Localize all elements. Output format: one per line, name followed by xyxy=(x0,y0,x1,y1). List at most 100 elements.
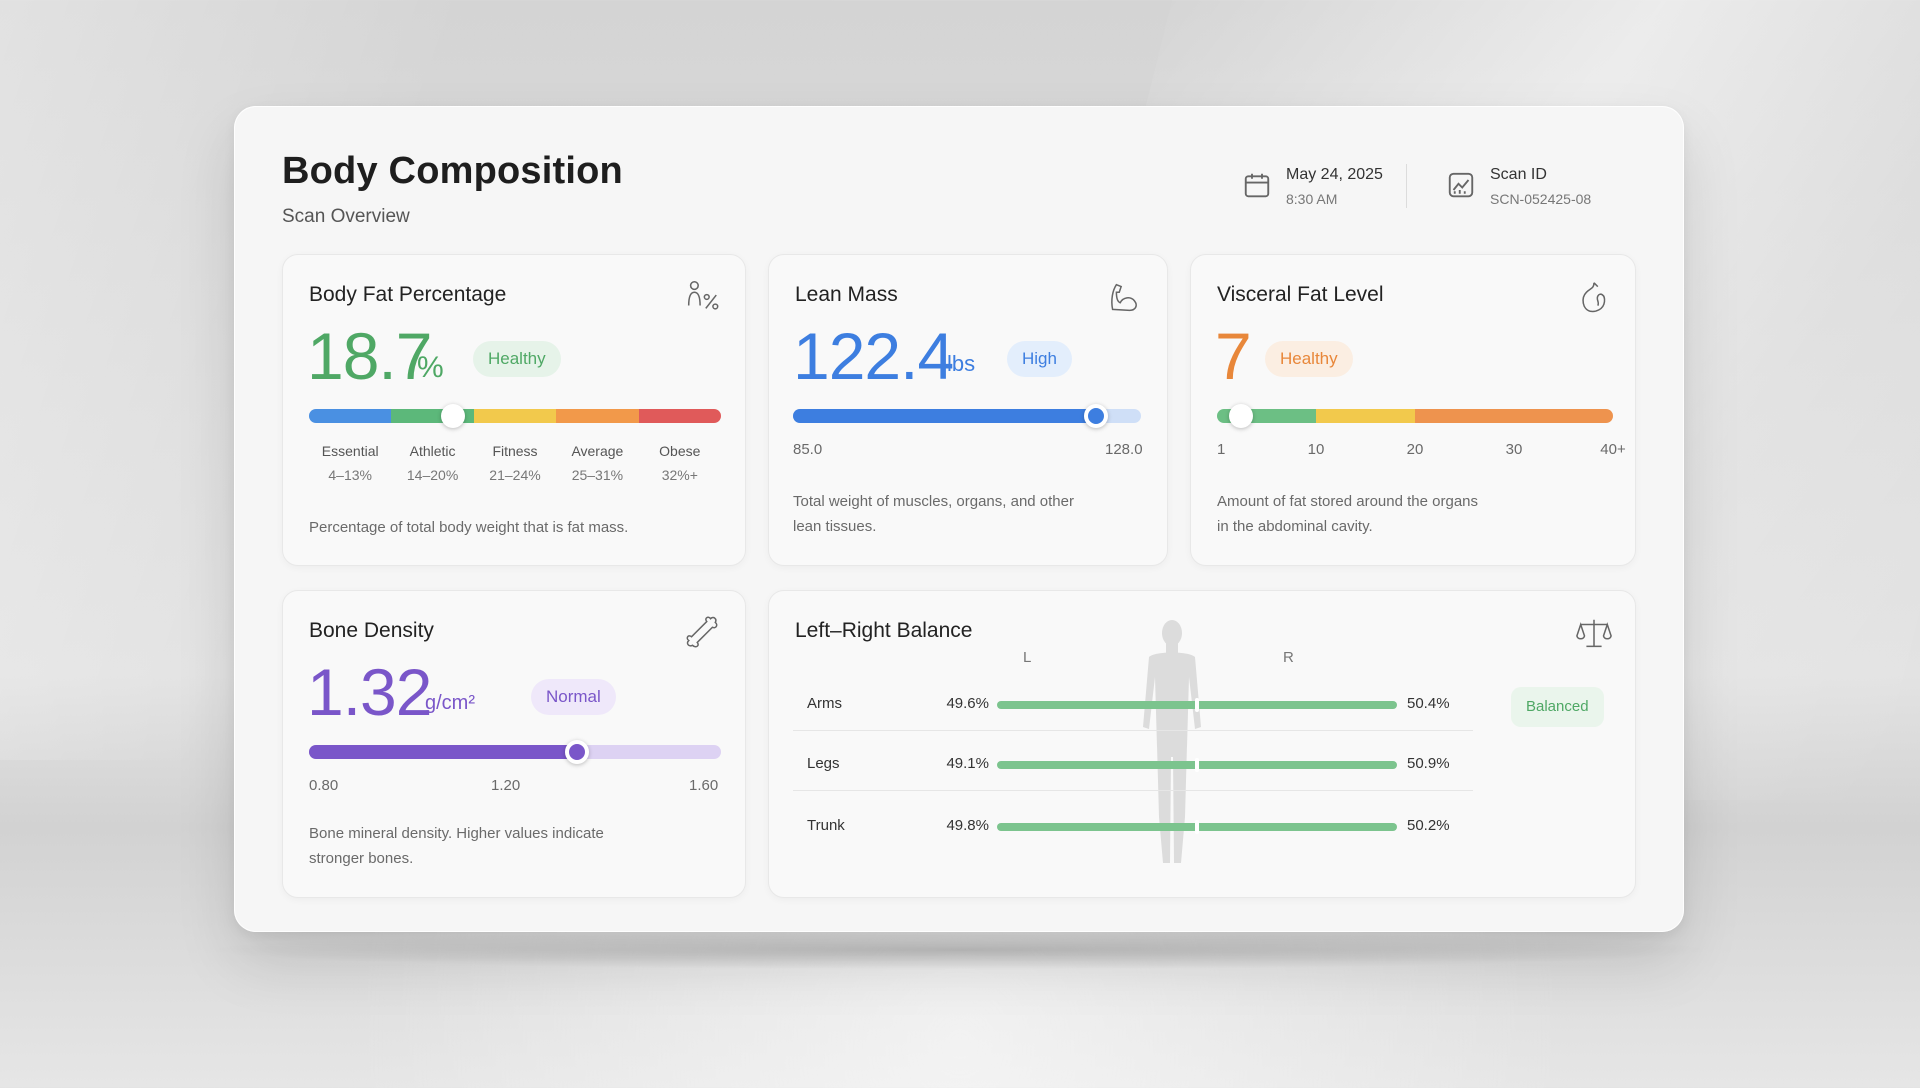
muscle-icon xyxy=(1111,283,1137,312)
scale-icon xyxy=(1576,619,1612,648)
body-fat-description: Percentage of total body weight that is … xyxy=(309,519,629,536)
body-fat-badge: Healthy xyxy=(473,341,561,377)
body-fat-zone-range: 32%+ xyxy=(661,467,698,483)
balance-left-value: 49.1% xyxy=(946,755,989,772)
bone-density-scale xyxy=(309,740,721,764)
visceral-fat-title: Visceral Fat Level xyxy=(1217,283,1384,306)
visceral-fat-desc-line1: Amount of fat stored around the organs xyxy=(1217,493,1478,510)
visceral-fat-badge: Healthy xyxy=(1265,341,1353,377)
body-fat-zone-segment xyxy=(556,409,639,423)
lean-mass-badge: High xyxy=(1007,341,1072,377)
lean-mass-card[interactable]: Lean Mass 122.4 lbs High 85.0 128.0 Tota… xyxy=(768,254,1168,566)
lean-mass-max: 128.0 xyxy=(1105,441,1143,458)
bone-density-desc-line1: Bone mineral density. Higher values indi… xyxy=(309,825,604,842)
bone-density-title: Bone Density xyxy=(309,619,434,642)
balance-bar-midpoint xyxy=(1195,698,1199,712)
visceral-fat-tick: 10 xyxy=(1307,441,1325,458)
balance-left-label: L xyxy=(1023,649,1032,666)
lean-mass-scale xyxy=(793,404,1141,428)
visceral-fat-tick: 30 xyxy=(1505,441,1523,458)
body-fat-zone-range: 25–31% xyxy=(571,467,624,483)
dashboard-panel: Body Composition Scan Overview May 24, 2… xyxy=(234,106,1684,932)
bone-density-unit: g/cm² xyxy=(425,692,475,714)
balance-badge: Balanced xyxy=(1511,687,1604,727)
balance-left-value: 49.6% xyxy=(946,695,989,712)
body-fat-icon xyxy=(687,280,719,310)
lean-mass-value: 122.4 xyxy=(793,319,954,393)
body-fat-unit: % xyxy=(417,351,444,384)
lean-mass-marker[interactable] xyxy=(1083,404,1108,428)
body-fat-zone-label: Average xyxy=(571,443,624,459)
lean-mass-unit: lbs xyxy=(947,351,976,376)
bone-density-marker[interactable] xyxy=(564,740,589,764)
balance-bar xyxy=(997,758,1397,772)
calendar-icon xyxy=(1244,173,1270,198)
lean-mass-desc-line2: lean tissues. xyxy=(793,518,877,535)
bone-density-description: Bone mineral density. Higher values indi… xyxy=(309,821,604,871)
scan-id-label: Scan ID xyxy=(1490,166,1547,183)
body-fat-zone-range: 4–13% xyxy=(328,467,372,483)
body-fat-zone-label: Athletic xyxy=(409,443,456,459)
balance-left-value: 49.8% xyxy=(946,817,989,834)
floor-shadow xyxy=(200,930,1720,970)
scan-id: Scan ID SCN-052425-08 xyxy=(1446,164,1591,210)
bone-density-mid: 1.20 xyxy=(491,777,521,794)
meta-divider xyxy=(1406,164,1407,208)
lean-mass-description: Total weight of muscles, organs, and oth… xyxy=(793,489,1074,539)
balance-bar xyxy=(997,698,1397,712)
visceral-fat-desc-line2: in the abdominal cavity. xyxy=(1217,518,1373,535)
time-text: 8:30 AM xyxy=(1286,191,1338,207)
body-fat-marker[interactable] xyxy=(440,404,465,428)
body-fat-zone-label: Fitness xyxy=(492,443,538,459)
body-fat-card[interactable]: Body Fat Percentage 18.7 % Healthy Essen… xyxy=(282,254,746,566)
lean-mass-min: 85.0 xyxy=(793,441,823,458)
visceral-fat-card[interactable]: Visceral Fat Level 7 Healthy 1 10 20 30 40+ … xyxy=(1190,254,1636,566)
visceral-fat-scale xyxy=(1217,404,1613,428)
balance-right-value: 50.4% xyxy=(1407,695,1450,712)
balance-bar-midpoint xyxy=(1195,820,1199,834)
date-text: May 24, 2025 xyxy=(1286,166,1383,183)
balance-bar xyxy=(997,820,1397,834)
balance-right-value: 50.9% xyxy=(1407,755,1450,772)
lean-mass-desc-line1: Total weight of muscles, organs, and oth… xyxy=(793,493,1074,510)
balance-card[interactable]: Left–Right Balance L R Arms 49.6% 50.4% xyxy=(768,590,1636,898)
body-silhouette-icon xyxy=(1143,620,1201,863)
visceral-fat-value: 7 xyxy=(1215,319,1252,393)
page-subtitle: Scan Overview xyxy=(282,206,410,227)
scan-id-value: SCN-052425-08 xyxy=(1490,191,1592,207)
bone-density-card[interactable]: Bone Density 1.32 g/cm² Normal 0.80 1.20… xyxy=(282,590,746,898)
visceral-fat-tick: 20 xyxy=(1406,441,1424,458)
body-fat-value: 18.7 xyxy=(307,319,432,393)
body-fat-zone-label: Obese xyxy=(659,443,701,459)
body-fat-zone-segment xyxy=(638,409,721,423)
bone-density-min: 0.80 xyxy=(309,777,339,794)
balance-row-name: Legs xyxy=(807,755,840,772)
bone-density-max: 1.60 xyxy=(689,777,719,794)
body-fat-title: Body Fat Percentage xyxy=(309,283,507,306)
balance-right-label: R xyxy=(1283,649,1294,666)
visceral-fat-tick: 1 xyxy=(1217,441,1226,458)
bone-density-desc-line2: stronger bones. xyxy=(309,850,414,867)
lean-mass-title: Lean Mass xyxy=(795,283,898,306)
body-fat-zone-label: Essential xyxy=(321,443,379,459)
balance-bar-midpoint xyxy=(1195,758,1199,772)
body-fat-scale xyxy=(309,404,721,428)
visceral-fat-tick: 40+ xyxy=(1600,441,1626,458)
balance-row-trunk: Trunk 49.8% 50.2% xyxy=(793,793,1473,853)
bone-icon xyxy=(686,616,718,648)
body-fat-zone-segment xyxy=(309,409,392,423)
visceral-fat-description: Amount of fat stored around the organs i… xyxy=(1217,489,1478,539)
chart-icon xyxy=(1448,172,1474,198)
balance-row-legs: Legs 49.1% 50.9% xyxy=(793,731,1473,791)
balance-row-arms: Arms 49.6% 50.4% xyxy=(793,671,1473,731)
balance-row-name: Arms xyxy=(807,695,842,712)
scan-date: May 24, 2025 8:30 AM xyxy=(1242,164,1383,210)
visceral-fat-marker[interactable] xyxy=(1229,404,1254,428)
balance-right-value: 50.2% xyxy=(1407,817,1450,834)
body-fat-zone-segment xyxy=(473,409,557,423)
body-fat-zone-range: 21–24% xyxy=(489,467,541,483)
body-fat-zone-range: 14–20% xyxy=(406,467,459,483)
organ-icon xyxy=(1582,282,1606,313)
balance-title: Left–Right Balance xyxy=(795,619,973,642)
balance-row-name: Trunk xyxy=(807,817,845,834)
